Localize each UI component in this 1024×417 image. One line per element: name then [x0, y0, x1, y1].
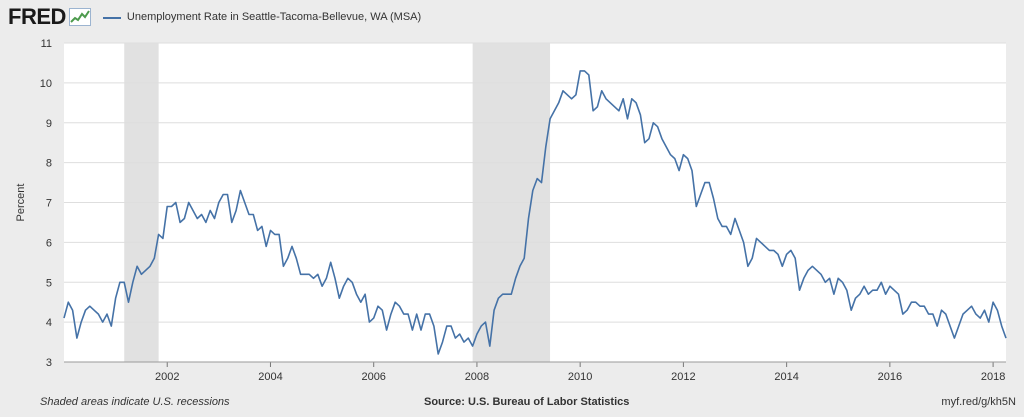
y-tick-label: 11	[41, 38, 52, 50]
x-tick-label: 2018	[981, 371, 1005, 383]
x-tick-label: 2004	[258, 371, 282, 383]
series-line	[63, 70, 1007, 355]
legend-series-title: Unemployment Rate in Seattle-Tacoma-Bell…	[126, 11, 422, 23]
recession-note: Shaded areas indicate U.S. recessions	[40, 396, 230, 408]
x-tick-label: 2002	[155, 371, 179, 383]
chart-footer: Shaded areas indicate U.S. recessions So…	[0, 392, 1024, 412]
y-tick-label: 4	[46, 317, 52, 329]
x-tick-label: 2016	[878, 371, 902, 383]
x-tick-label: 2008	[465, 371, 489, 383]
y-tick-label: 5	[46, 277, 52, 289]
source-note[interactable]: Source: U.S. Bureau of Labor Statistics	[424, 396, 630, 408]
y-axis-label: Percent	[15, 184, 27, 222]
y-tick-label: 3	[46, 357, 52, 369]
x-tick-label: 2014	[774, 371, 798, 383]
y-tick-label: 8	[46, 158, 52, 170]
y-tick-label: 10	[40, 78, 52, 90]
legend-line-swatch	[102, 16, 121, 19]
short-url[interactable]: myf.red/g/kh5N	[941, 396, 1016, 408]
x-tick-label: 2012	[671, 371, 695, 383]
chart-header: FRED Unemployment Rate in Seattle-Tacoma…	[8, 3, 421, 31]
y-tick-label: 9	[46, 118, 52, 130]
fred-logo[interactable]: FRED	[8, 4, 66, 29]
y-tick-label: 7	[46, 198, 52, 210]
y-tick-label: 6	[46, 237, 52, 249]
fred-graph-icon	[68, 8, 91, 26]
x-tick-label: 2010	[568, 371, 592, 383]
x-tick-label: 2006	[361, 371, 385, 383]
